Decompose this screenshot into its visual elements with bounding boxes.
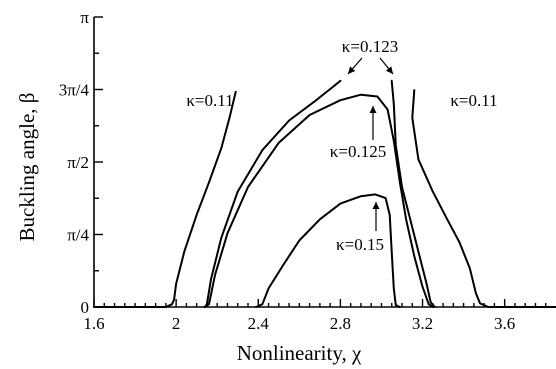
x-tick-label: 3.2: [412, 314, 433, 333]
y-axis-title: Buckling angle, β: [15, 93, 39, 242]
x-axis-title: Nonlinearity, χ: [237, 341, 362, 365]
x-tick-label: 2: [172, 314, 181, 333]
curve-011-1: [411, 89, 556, 308]
y-tick-label: π/4: [67, 226, 89, 245]
annotation-kappa-0125: κ=0.125: [330, 142, 386, 161]
arrow-kappa-015: [372, 202, 380, 231]
arrow-kappa-0125: [369, 106, 377, 140]
annotation-kappa-015: κ=0.15: [336, 235, 384, 254]
curve-0125-4: [203, 93, 434, 308]
annotation-kappa-0123: κ=0.123: [342, 37, 398, 56]
y-tick-label: π: [80, 8, 89, 27]
annotation-kappa-011-left: κ=0.11: [186, 91, 233, 110]
curve-0123-2: [203, 79, 342, 308]
arrow-kappa-0123-left: [347, 57, 363, 75]
curve-011-0: [93, 90, 237, 308]
axes: [93, 17, 556, 308]
x-tick-label: 3.6: [494, 314, 515, 333]
curve-0123-3: [390, 79, 436, 308]
x-tick-label: 2.4: [248, 314, 270, 333]
curves: [93, 79, 556, 308]
annotation-arrows: [347, 57, 394, 231]
ticks: 1.6 2 2.4 2.8 3.2 3.6 0 π/4 π/2 3π/4 π: [59, 8, 547, 333]
y-tick-label: 3π/4: [59, 81, 90, 100]
y-tick-label: π/2: [67, 153, 89, 172]
y-tick-label: 0: [81, 298, 90, 317]
arrow-kappa-0123-right: [379, 57, 394, 75]
x-tick-label: 2.8: [330, 314, 351, 333]
annotation-kappa-011-right: κ=0.11: [450, 91, 497, 110]
x-tick-label: 1.6: [83, 314, 104, 333]
curve-015-5: [255, 193, 401, 308]
